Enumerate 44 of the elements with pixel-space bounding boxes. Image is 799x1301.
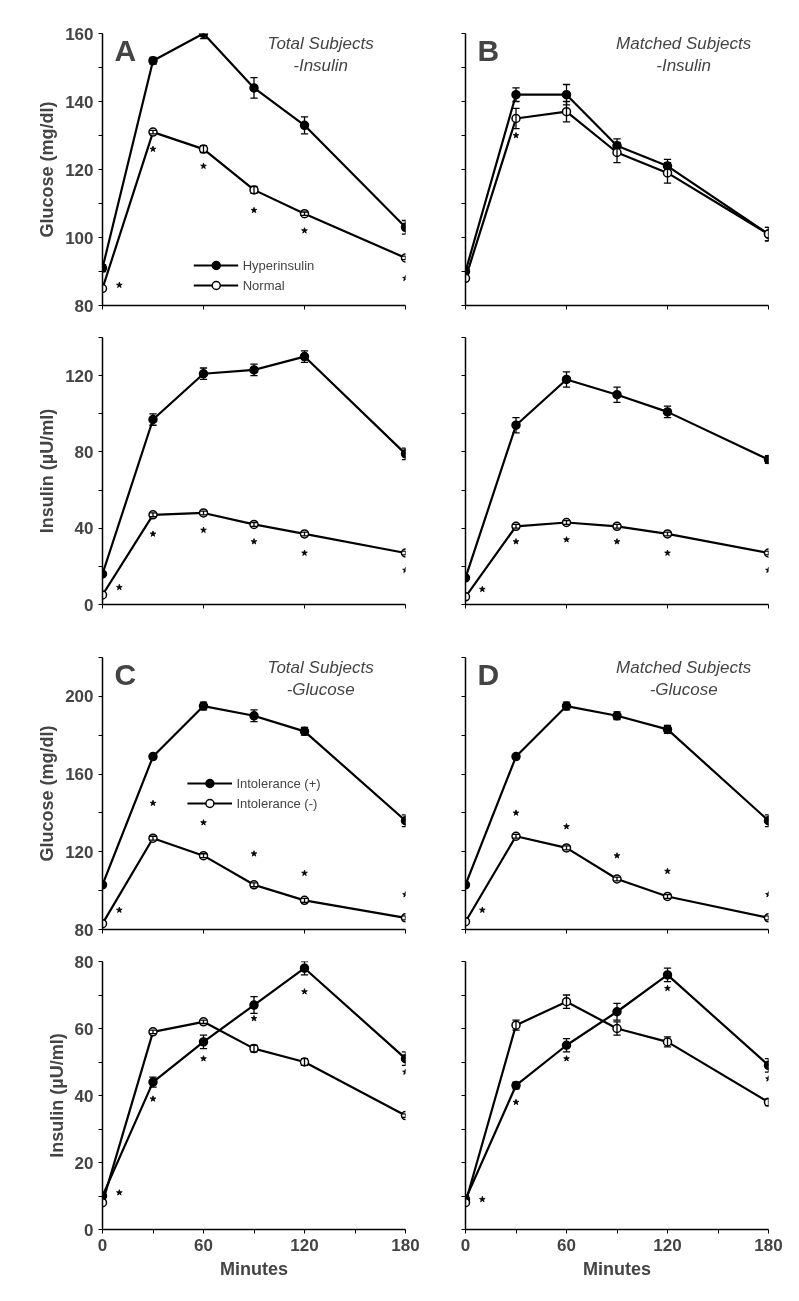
y-tick-label: 120	[65, 160, 94, 180]
legend-label: Hyperinsulin	[242, 257, 315, 273]
y-tick-label: 120	[65, 842, 94, 862]
chart-title: B	[477, 33, 500, 67]
y-axis-title: Insulin (µU/ml)	[37, 408, 58, 534]
text: Total Subjects -Glucose	[267, 657, 375, 700]
y-tick-label: 160	[65, 765, 94, 785]
legend-label: Normal	[242, 277, 285, 293]
x-tick-label: 120	[290, 1235, 319, 1255]
x-tick-label: 120	[653, 1235, 682, 1255]
y-tick-label: 20	[74, 1153, 94, 1173]
x-tick-label: 60	[194, 1235, 213, 1255]
chart-title: D	[477, 657, 500, 691]
y-tick-label: 140	[65, 92, 94, 112]
y-tick-label: 100	[65, 228, 94, 248]
legend-label: Intolerance (-)	[236, 795, 318, 811]
y-tick-label: 80	[74, 296, 94, 316]
x-tick-label: 0	[97, 1235, 108, 1255]
text: Total Subjects -Insulin	[267, 33, 375, 76]
chart-title: C	[114, 657, 137, 691]
y-axis-title: Glucose (mg/dl)	[37, 101, 58, 238]
y-tick-label: 200	[65, 687, 94, 707]
chart-title: A	[114, 33, 137, 67]
text: Matched Subjects -Insulin	[616, 33, 752, 76]
x-axis-title: Minutes	[220, 1258, 289, 1279]
y-tick-label: 160	[65, 24, 94, 44]
y-tick-label: 80	[74, 442, 94, 462]
y-tick-label: 60	[74, 1019, 94, 1039]
y-axis-title: Glucose (mg/dl)	[37, 725, 58, 862]
x-tick-label: 0	[460, 1235, 471, 1255]
legend-label: Intolerance (+)	[236, 775, 321, 791]
x-axis-title: Minutes	[583, 1258, 652, 1279]
y-tick-label: 80	[74, 920, 94, 940]
y-axis-title: Insulin (µU/ml)	[46, 1033, 67, 1158]
x-tick-label: 60	[557, 1235, 576, 1255]
x-tick-label: 180	[754, 1235, 783, 1255]
text: Matched Subjects -Glucose	[616, 657, 752, 700]
y-tick-label: 120	[65, 366, 94, 386]
y-tick-label: 40	[74, 519, 94, 539]
x-tick-label: 180	[391, 1235, 420, 1255]
y-tick-label: 0	[84, 1220, 94, 1240]
y-tick-label: 40	[74, 1086, 94, 1106]
y-tick-label: 0	[84, 595, 94, 615]
y-tick-label: 80	[74, 952, 94, 972]
